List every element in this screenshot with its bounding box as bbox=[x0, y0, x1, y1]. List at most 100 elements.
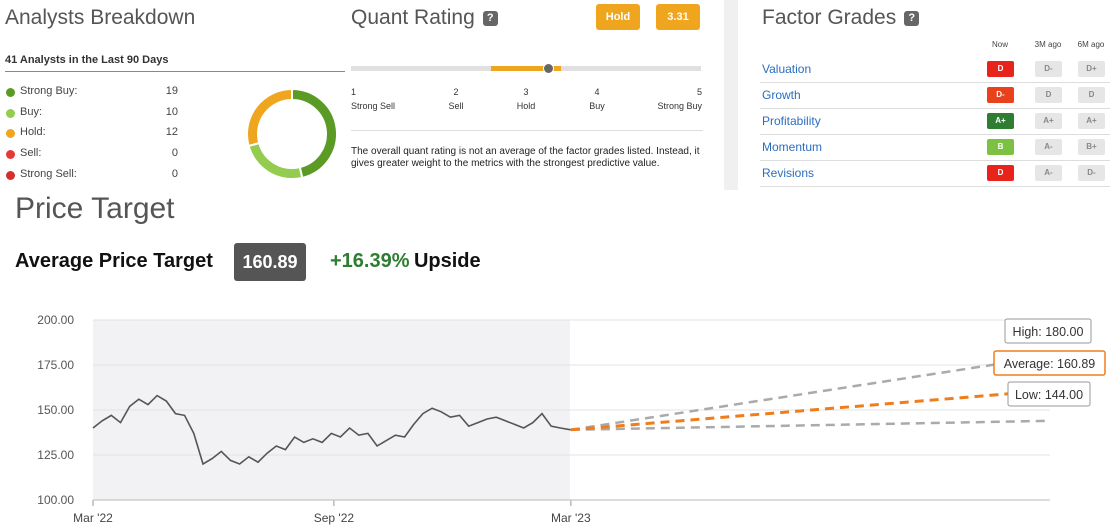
factor-link-growth[interactable]: Growth bbox=[762, 88, 801, 102]
target-label-average: Average: 160.89 bbox=[993, 350, 1106, 376]
y-tick-label: 200.00 bbox=[37, 313, 74, 327]
rating-row: Strong Buy: 19 bbox=[6, 84, 178, 104]
average-price-target-label: Average Price Target bbox=[15, 250, 213, 272]
donut-slice bbox=[291, 87, 338, 180]
y-tick-label: 150.00 bbox=[37, 403, 74, 417]
y-tick-label: 175.00 bbox=[37, 358, 74, 372]
rating-row: Buy: 10 bbox=[6, 105, 178, 125]
quant-tick-number: 2 bbox=[453, 87, 459, 97]
target-line-low bbox=[570, 419, 1051, 432]
svg-text:Average: 160.89: Average: 160.89 bbox=[1004, 357, 1096, 371]
donut-slice bbox=[247, 141, 304, 180]
quant-tick-number: 1 bbox=[351, 87, 357, 97]
rating-label: Strong Sell: bbox=[20, 167, 77, 180]
quant-rating-range bbox=[491, 66, 561, 71]
svg-text:High: 180.00: High: 180.00 bbox=[1013, 325, 1084, 339]
quant-rating-title-text: Quant Rating bbox=[351, 6, 475, 29]
x-tick-label: Mar '22 bbox=[73, 511, 113, 525]
average-price-target-value: 160.89 bbox=[234, 243, 306, 281]
rating-label: Hold: bbox=[20, 126, 46, 139]
target-line-high bbox=[570, 354, 1051, 432]
grade-now: D- bbox=[987, 87, 1014, 103]
target-label-high: High: 180.00 bbox=[1004, 318, 1092, 344]
target-label-low: Low: 144.00 bbox=[1007, 381, 1091, 407]
rating-row: Sell: 0 bbox=[6, 146, 178, 166]
factor-link-profitability[interactable]: Profitability bbox=[762, 114, 821, 128]
quant-tick-label: Hold bbox=[516, 101, 536, 111]
analysts-count-subtitle: 41 Analysts in the Last 90 Days bbox=[5, 54, 169, 66]
factor-row-divider bbox=[760, 134, 1110, 135]
help-icon[interactable]: ? bbox=[904, 10, 920, 26]
y-tick-label: 125.00 bbox=[37, 448, 74, 462]
grade-history: D bbox=[1078, 87, 1105, 103]
quant-tick-label: Strong Sell bbox=[351, 101, 396, 111]
grade-now: D bbox=[987, 165, 1014, 181]
quant-tick-label: Buy bbox=[589, 101, 605, 111]
quant-tick-number: 4 bbox=[594, 87, 600, 97]
col-3m-ago: 3M ago bbox=[1034, 40, 1062, 49]
rating-label: Strong Buy: bbox=[20, 85, 78, 97]
rating-count: 0 bbox=[171, 167, 178, 180]
x-tick-label: Mar '23 bbox=[551, 511, 591, 525]
rating-dot-icon bbox=[6, 150, 15, 160]
quant-rating-title: Quant Rating? bbox=[351, 6, 498, 30]
grade-now: B bbox=[987, 139, 1014, 155]
factor-row-divider bbox=[760, 108, 1110, 109]
grade-history: D bbox=[1035, 87, 1062, 103]
price-history-line bbox=[92, 394, 571, 466]
price-target-chart: 200.00 175.00 150.00 125.00 100.00 Mar '22 Se… bbox=[37, 313, 1106, 525]
quant-note: The overall quant rating is not an avera… bbox=[351, 146, 700, 169]
factor-grades-title: Factor Grades? bbox=[762, 6, 920, 30]
help-icon[interactable]: ? bbox=[482, 10, 498, 26]
grade-history: A- bbox=[1035, 139, 1062, 155]
rating-dot-icon bbox=[6, 170, 15, 180]
grade-now: A+ bbox=[987, 113, 1014, 129]
y-tick-label: 100.00 bbox=[37, 493, 74, 507]
factor-link-valuation[interactable]: Valuation bbox=[762, 62, 812, 76]
rating-count: 0 bbox=[171, 147, 178, 160]
rating-row: Hold: 12 bbox=[6, 125, 178, 145]
factor-link-momentum[interactable]: Momentum bbox=[762, 140, 823, 154]
quant-score-badge: 3.31 bbox=[656, 4, 700, 30]
factor-row-divider bbox=[760, 186, 1110, 187]
factor-link-revisions[interactable]: Revisions bbox=[762, 166, 815, 180]
upside-label: Upside bbox=[413, 250, 481, 272]
price-target-title: Price Target bbox=[15, 192, 175, 225]
grade-history: A+ bbox=[1078, 113, 1105, 129]
col-now: Now bbox=[991, 40, 1008, 49]
quant-rating-marker bbox=[543, 63, 554, 74]
svg-text:Low: 144.00: Low: 144.00 bbox=[1015, 388, 1083, 402]
target-line-average bbox=[570, 388, 1051, 432]
x-tick-label: Sep '22 bbox=[314, 511, 355, 525]
quant-tick-label: Strong Buy bbox=[657, 101, 702, 111]
factor-row-divider bbox=[760, 82, 1110, 83]
quant-divider bbox=[351, 130, 703, 131]
grade-history: D- bbox=[1035, 61, 1062, 77]
factor-row-divider bbox=[760, 160, 1110, 161]
col-6m-ago: 6M ago bbox=[1077, 40, 1105, 49]
quant-rating-badge: Hold bbox=[596, 4, 640, 30]
analysts-divider bbox=[5, 71, 345, 72]
factor-grades-title-text: Factor Grades bbox=[762, 6, 897, 29]
grade-history: B+ bbox=[1078, 139, 1105, 155]
rating-label: Sell: bbox=[20, 147, 42, 160]
rating-dot-icon bbox=[6, 88, 15, 97]
upside-text: +16.39% Upside bbox=[330, 250, 481, 273]
rating-count: 19 bbox=[165, 85, 178, 97]
grade-history: D+ bbox=[1078, 61, 1105, 77]
quant-tick-number: 5 bbox=[696, 87, 702, 97]
panel-separator bbox=[724, 0, 738, 190]
donut-slice bbox=[246, 87, 293, 148]
ratings-donut-chart bbox=[246, 87, 338, 180]
rating-dot-icon bbox=[6, 129, 15, 139]
upside-percent: +16.39% bbox=[330, 250, 410, 272]
analysts-breakdown-title: Analysts Breakdown bbox=[5, 6, 196, 29]
grade-history: D- bbox=[1078, 165, 1105, 181]
quant-tick-number: 3 bbox=[523, 87, 529, 97]
rating-count: 12 bbox=[165, 126, 178, 139]
grade-history: A- bbox=[1035, 165, 1062, 181]
rating-dot-icon bbox=[6, 108, 15, 118]
grade-now: D bbox=[987, 61, 1014, 77]
grade-history: A+ bbox=[1035, 113, 1062, 129]
rating-count: 10 bbox=[165, 105, 178, 118]
